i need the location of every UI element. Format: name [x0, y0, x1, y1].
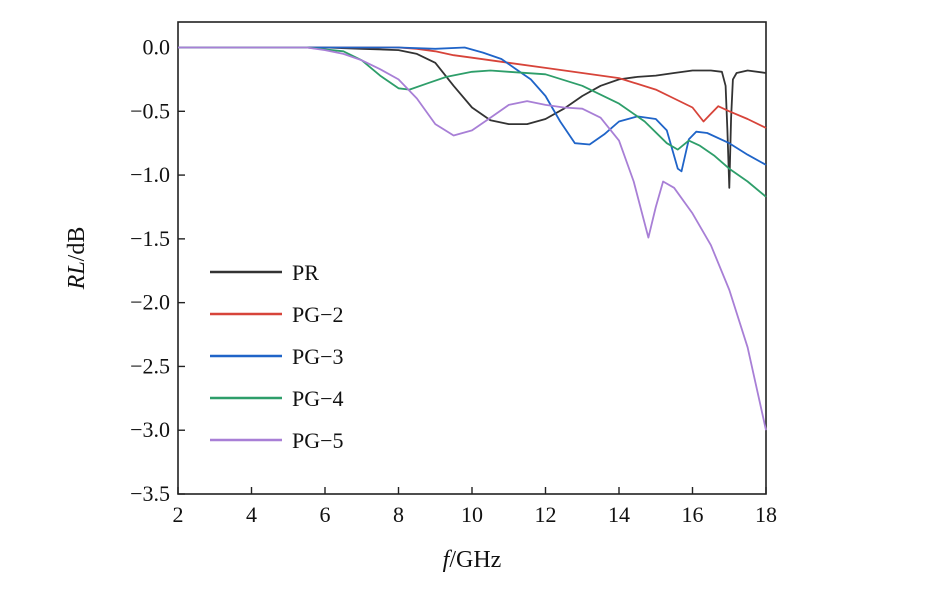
x-axis: 2 4 6 8 10 12 14 16 18: [173, 487, 777, 527]
y-tick-label: 0.0: [143, 35, 171, 60]
series-line: [178, 46, 767, 189]
x-tick-label: 8: [393, 502, 404, 527]
y-tick-label: −0.5: [130, 98, 170, 123]
legend: PR PG−2 PG−3 PG−4 PG−5: [210, 260, 344, 453]
series-line: [178, 46, 767, 198]
plot-frame: [177, 21, 767, 495]
series-line: [178, 46, 767, 431]
x-tick-label: 18: [755, 502, 777, 527]
x-axis-title-unit: /GHz: [449, 547, 501, 573]
legend-label: PG−2: [292, 302, 344, 327]
series-line: [178, 46, 767, 129]
x-tick-label: 4: [246, 502, 257, 527]
x-tick-label: 10: [461, 502, 483, 527]
x-tick-label: 12: [535, 502, 557, 527]
y-tick-label: −1.5: [130, 226, 170, 251]
y-axis-title-italic: RL: [64, 261, 90, 290]
y-tick-label: −1.0: [130, 162, 170, 187]
legend-label: PR: [292, 260, 319, 285]
y-tick-label: −3.0: [130, 417, 170, 442]
series-layer: [178, 46, 767, 431]
y-tick-label: −3.5: [130, 481, 170, 506]
y-axis-title-unit: /dB: [64, 227, 90, 262]
y-tick-label: −2.5: [130, 353, 170, 378]
x-tick-label: 2: [173, 502, 184, 527]
series-line: [178, 46, 767, 173]
legend-label: PG−3: [292, 344, 344, 369]
legend-label: PG−5: [292, 428, 344, 453]
x-axis-title: f/GHz: [443, 547, 502, 573]
x-tick-label: 6: [320, 502, 331, 527]
x-tick-label: 16: [682, 502, 704, 527]
legend-label: PG−4: [292, 386, 344, 411]
y-axis: 0.0 −0.5 −1.0 −1.5 −2.0 −2.5 −3.0 −3.5: [130, 35, 185, 506]
x-axis-title-italic: f: [443, 547, 453, 573]
y-tick-label: −2.0: [130, 290, 170, 315]
y-axis-title: RL/dB: [64, 227, 90, 291]
x-tick-label: 14: [608, 502, 630, 527]
